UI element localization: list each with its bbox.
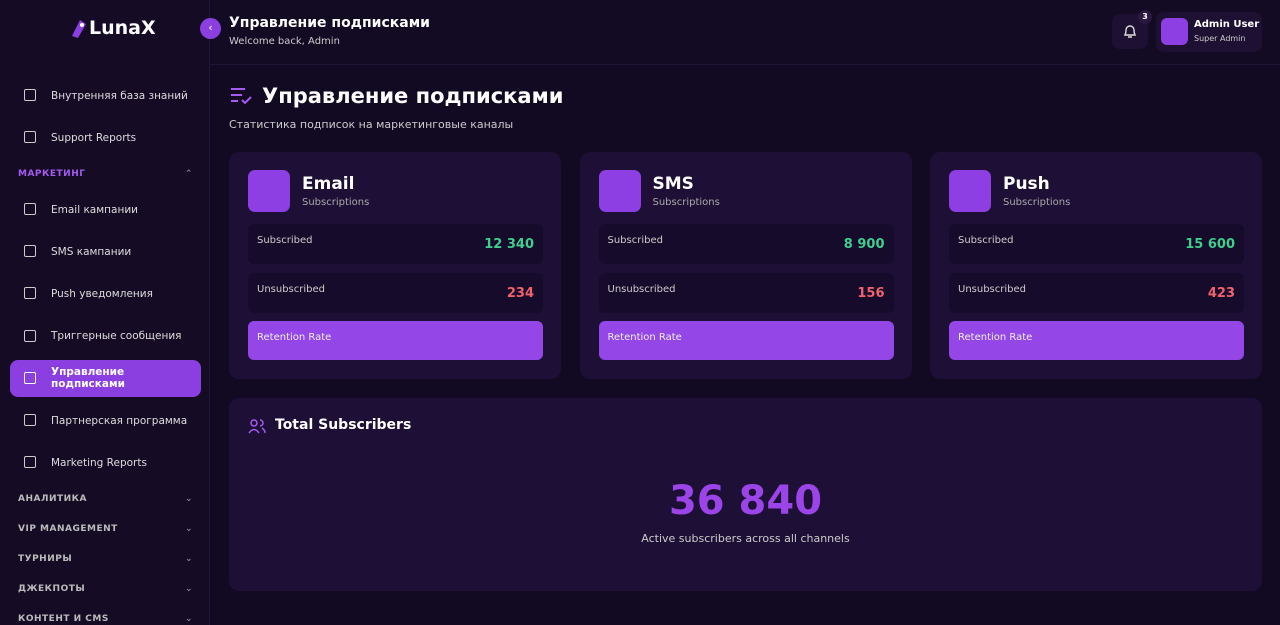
channel-icon — [248, 170, 290, 212]
stat-row: Unsubscribed 156 — [598, 273, 894, 313]
stat-row: Unsubscribed 234 — [248, 273, 543, 313]
nav-icon — [24, 287, 36, 300]
chevron: ⌃ — [184, 169, 193, 179]
channel-icon — [598, 170, 641, 212]
logo-icon — [72, 20, 86, 38]
page-title: Управление подписками — [262, 84, 564, 108]
card-subtitle: Subscriptions — [652, 197, 720, 208]
stat-value: 234 — [506, 286, 534, 301]
stat-label: Unsubscribed — [607, 284, 676, 295]
nav-icon — [24, 371, 36, 384]
stat-label: Unsubscribed — [958, 284, 1026, 295]
nav-item[interactable]: Push уведомления — [10, 275, 201, 312]
retention-bar: Retention Rate — [598, 321, 894, 360]
total-card: Total Subscribers 36 840 Active subscrib… — [229, 398, 1262, 591]
nav-icon — [24, 414, 36, 426]
card-title: Push — [1003, 174, 1050, 194]
chevron: ⌄ — [184, 524, 193, 534]
stat-value: 15 600 — [1185, 237, 1235, 252]
collapse-button[interactable]: ‹ — [200, 18, 221, 39]
header-title: Управление подписками — [229, 15, 430, 31]
users-icon — [248, 419, 266, 434]
stat-value: 156 — [857, 286, 885, 301]
nav-item[interactable]: SMS кампании — [10, 233, 201, 270]
card-title: Email — [302, 174, 355, 194]
section-header[interactable]: VIP MANAGEMENT ⌄ — [18, 524, 193, 534]
nav-item[interactable]: Support Reports — [10, 119, 201, 156]
brand: LunaX — [89, 17, 156, 39]
section-header[interactable]: КОНТЕНТ И CMS ⌄ — [18, 614, 193, 624]
section-header[interactable]: АНАЛИТИКА ⌄ — [18, 494, 193, 504]
bell-icon — [1123, 25, 1137, 38]
stat-value: 12 340 — [484, 237, 534, 252]
sidebar: LunaX Внутренняя база знаний Support Repo… — [0, 0, 210, 625]
stat-value: 8 900 — [843, 237, 885, 252]
user-name: Admin User — [1194, 19, 1260, 30]
nav-icon — [24, 456, 36, 469]
nav-item[interactable]: Партнерская программа — [10, 402, 201, 439]
section-header[interactable]: ТУРНИРЫ ⌄ — [18, 554, 193, 564]
stat-label: Subscribed — [257, 235, 313, 246]
notifications-button[interactable]: 3 — [1112, 10, 1152, 49]
section-header[interactable]: ДЖЕКПОТЫ ⌄ — [18, 584, 193, 594]
stat-row: Subscribed 15 600 — [949, 224, 1244, 264]
stat-value: 423 — [1207, 286, 1235, 301]
stat-row: Subscribed 8 900 — [598, 224, 894, 264]
card-title: SMS — [652, 174, 694, 194]
channel-card: SMS Subscriptions Subscribed 8 900 Unsubscri… — [579, 152, 912, 379]
stat-row: Unsubscribed 423 — [949, 273, 1244, 313]
avatar — [1161, 18, 1188, 45]
retention-bar: Retention Rate — [248, 321, 543, 360]
retention-bar: Retention Rate — [949, 321, 1244, 360]
notification-badge: 3 — [1138, 10, 1152, 24]
stat-label: Subscribed — [607, 235, 663, 246]
chevron: ⌄ — [184, 494, 193, 504]
page-icon — [231, 88, 252, 105]
chevron: ⌄ — [184, 554, 193, 564]
page-subtitle: Статистика подписок на маркетинговые кан… — [229, 118, 514, 131]
chevron: ⌄ — [184, 584, 193, 594]
nav-item[interactable]: Marketing Reports — [10, 444, 201, 481]
nav-item[interactable]: Триггерные сообщения — [10, 318, 201, 355]
nav-icon — [24, 203, 36, 215]
nav-icon — [24, 245, 36, 258]
channel-card: Push Subscriptions Subscribed 15 600 Unsubsc… — [930, 152, 1262, 379]
nav-item[interactable]: Внутренняя база знаний — [10, 77, 201, 114]
total-caption: Active subscribers across all channels — [641, 532, 850, 545]
total-title: Total Subscribers — [275, 417, 412, 433]
nav-item[interactable]: Email кампании — [10, 191, 201, 228]
channel-card: Email Subscriptions Subscribed 12 340 Unsubs… — [229, 152, 561, 379]
nav-icon — [24, 131, 36, 143]
total-value: 36 840 — [668, 478, 823, 524]
nav-icon — [24, 329, 36, 342]
user-role: Super Admin — [1194, 34, 1246, 43]
nav-icon — [24, 89, 36, 101]
card-subtitle: Subscriptions — [1003, 197, 1071, 208]
header-subtitle: Welcome back, Admin — [229, 36, 340, 47]
card-subtitle: Subscriptions — [302, 197, 370, 208]
stat-label: Unsubscribed — [257, 284, 325, 295]
channel-icon — [949, 170, 991, 212]
stat-row: Subscribed 12 340 — [248, 224, 543, 264]
chevron: ⌄ — [184, 614, 193, 624]
nav-item[interactable]: Управление подписками — [10, 359, 201, 397]
topbar: ‹ Управление подписками Welcome back, Ad… — [200, 0, 1280, 65]
user-menu[interactable]: Admin User Super Admin — [1156, 12, 1262, 52]
stat-label: Subscribed — [958, 235, 1014, 246]
section-header[interactable]: МАРКЕТИНГ ⌃ — [18, 169, 193, 179]
